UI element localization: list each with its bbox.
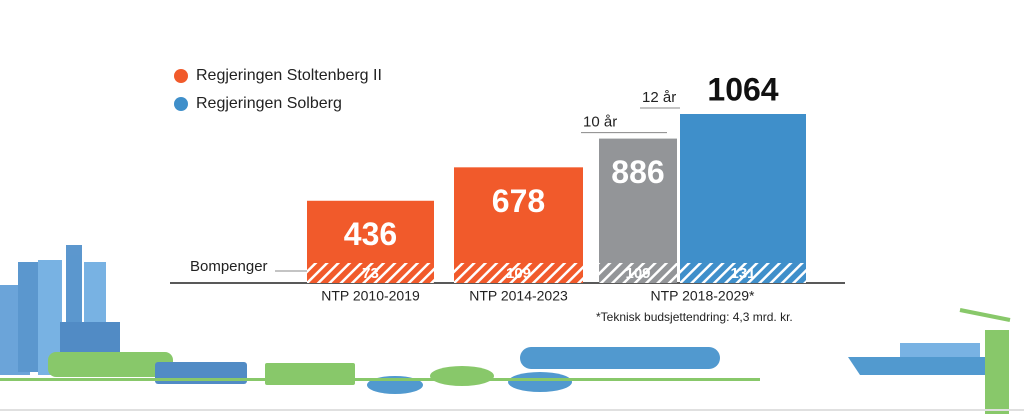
- toll-label: 109: [506, 265, 531, 282]
- toll-bar: [599, 263, 677, 283]
- value-label: 886: [611, 154, 664, 190]
- legend-swatch: [174, 69, 188, 83]
- toll-label: 73: [362, 265, 379, 282]
- legend-label: Regjeringen Solberg: [196, 95, 342, 112]
- legend-swatch: [174, 97, 188, 111]
- bar: [599, 138, 677, 283]
- value-label: 436: [344, 216, 397, 252]
- x-tick-label: NTP 2010-2019: [321, 288, 420, 304]
- period-label: 12 år: [642, 89, 676, 106]
- x-tick-label: NTP 2014-2023: [469, 288, 568, 304]
- toll-label: 131: [730, 265, 755, 282]
- value-label: 678: [492, 183, 545, 219]
- x-tick-label: NTP 2018-2029*: [650, 288, 755, 304]
- bar: [680, 114, 806, 283]
- toll-title: Bompenger: [190, 258, 268, 275]
- toll-bar: [454, 263, 583, 283]
- legend-label: Regjeringen Stoltenberg II: [196, 67, 382, 84]
- toll-bar: [307, 263, 434, 283]
- value-label: 1064: [707, 71, 778, 107]
- footnote: *Teknisk budsjettendring: 4,3 mrd. kr.: [596, 310, 793, 324]
- period-label: 10 år: [583, 114, 617, 131]
- toll-bar: [680, 263, 806, 283]
- toll-label: 109: [625, 265, 650, 282]
- scenery: [0, 245, 1024, 414]
